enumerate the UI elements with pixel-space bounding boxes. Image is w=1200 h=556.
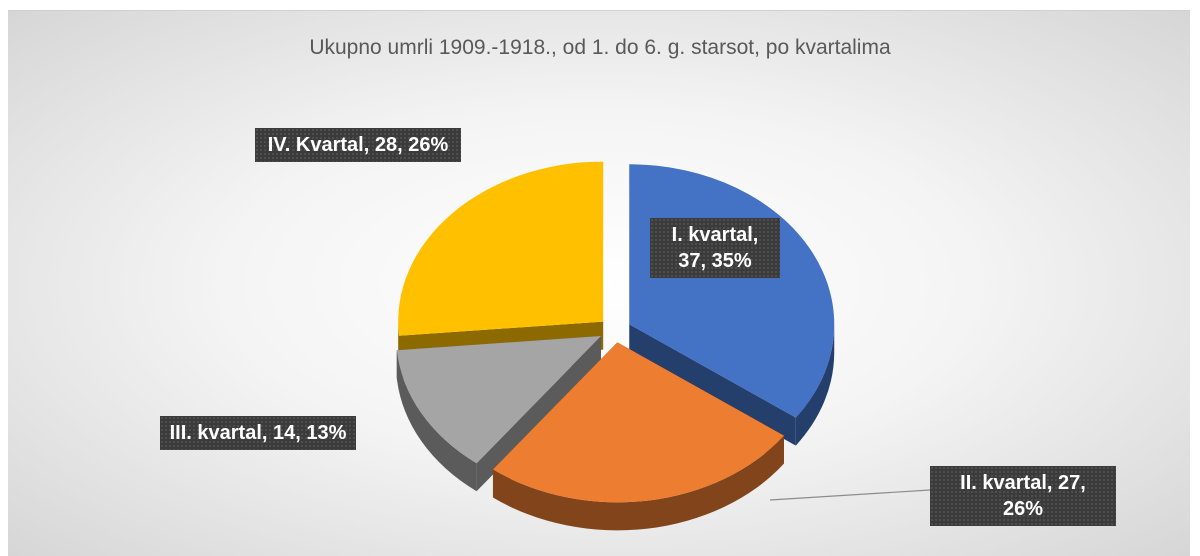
slice-side bbox=[629, 324, 796, 446]
data-label: I. kvartal, 37, 35% bbox=[650, 218, 780, 278]
slice-side bbox=[476, 336, 601, 492]
data-label: II. kvartal, 27, 26% bbox=[930, 466, 1116, 526]
data-label: III. kvartal, 14, 13% bbox=[160, 416, 356, 450]
leader-line bbox=[769, 489, 931, 501]
slice bbox=[398, 161, 604, 336]
data-label: IV. Kvartal, 28, 26% bbox=[255, 128, 461, 162]
slice-side bbox=[492, 435, 784, 531]
slice-side bbox=[795, 324, 835, 446]
slice bbox=[396, 336, 601, 464]
slice-side bbox=[396, 350, 477, 492]
chart-title: Ukupno umrli 1909.-1918., od 1. do 6. g.… bbox=[309, 36, 891, 59]
slice bbox=[492, 342, 784, 503]
